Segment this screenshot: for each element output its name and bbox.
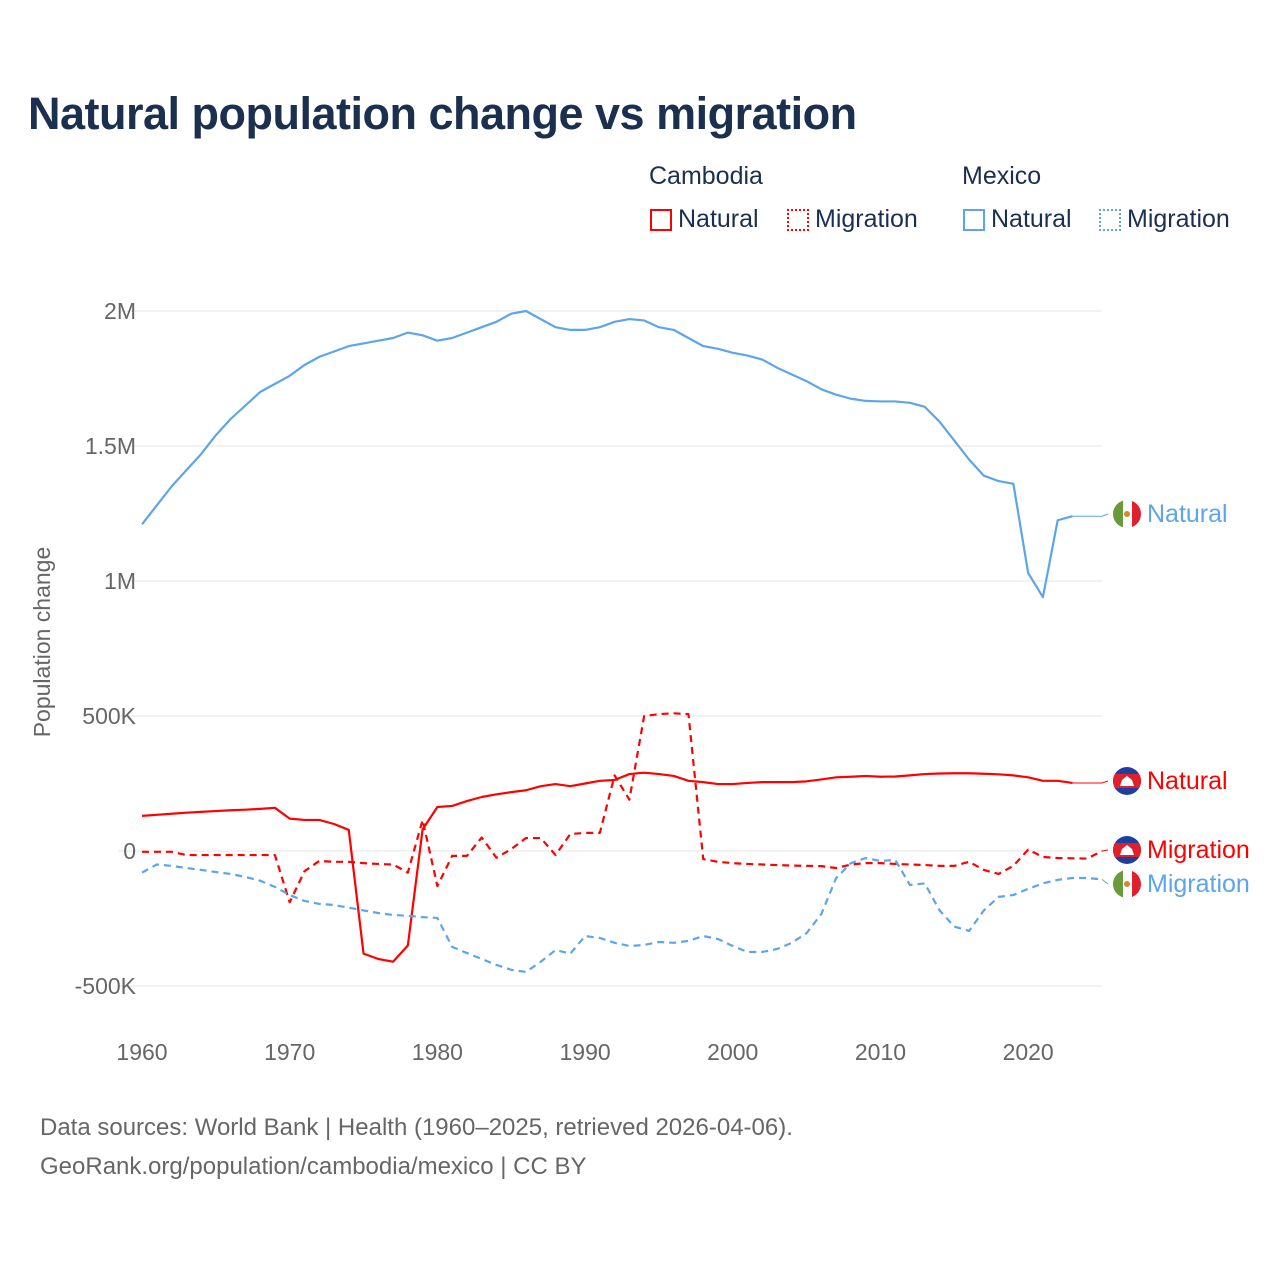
legend-cambodia-migration[interactable]: Migration [787,205,918,234]
label-connector [1101,878,1109,885]
chart-title: Natural population change vs migration [28,88,857,139]
x-tick-label: 2020 [1003,1039,1054,1065]
label-connector [1101,849,1109,852]
y-tick-label: 1.5M [85,433,136,459]
series-line-mexico-migration [141,856,1103,974]
label-connector [1072,513,1109,517]
legend-mexico-migration[interactable]: Migration [1099,205,1230,234]
x-tick-label: 2010 [855,1039,906,1065]
legend-group-cambodia: Cambodia [649,162,763,190]
y-tick-label: 2M [104,298,136,324]
label-connector [1072,780,1109,784]
end-label-mexico-natural: Natural [1147,500,1228,528]
legend-label: Migration [815,205,918,233]
series-line-cambodia-migration [142,712,1103,904]
cambodia-flag-icon [1113,767,1141,795]
legend-swatch-dotted-icon [1099,208,1121,231]
legend-label: Migration [1127,205,1230,233]
x-tick-label: 1960 [116,1039,167,1065]
legend-cambodia-natural[interactable]: Natural [650,205,759,234]
x-tick-label: 1980 [412,1039,463,1065]
y-tick-label: 500K [82,703,136,729]
x-tick-label: 2000 [707,1039,758,1065]
cambodia-flag-icon [1113,836,1141,864]
legend-group-mexico: Mexico [962,162,1042,190]
legend-label: Natural [678,205,759,233]
end-label-cambodia-natural: Natural [1147,767,1228,795]
footer-attribution: GeoRank.org/population/cambodia/mexico |… [40,1153,587,1180]
end-label-mexico-migration: Migration [1147,870,1250,898]
legend-swatch-solid-icon [650,208,672,231]
x-tick-label: 1970 [264,1039,315,1065]
x-tick-label: 1990 [559,1039,610,1065]
y-axis-label: Population change [29,547,55,738]
y-tick-label: 0 [123,838,136,864]
y-tick-label: 1M [104,568,136,594]
legend-label: Natural [991,205,1072,233]
legend-mexico-natural[interactable]: Natural [963,205,1072,234]
mexico-flag-icon [1113,500,1141,528]
legend-swatch-solid-icon [963,208,985,231]
mexico-flag-icon [1113,870,1141,898]
chart-plot: 2M 1.5M 1M 500K 0 -500K 1960 1970 1980 1990 2000 2… [29,298,1250,1065]
footer-sources: Data sources: World Bank | Health (1960–… [40,1114,793,1141]
footer: Data sources: World Bank | Health (1960–… [40,1108,793,1186]
legend-swatch-dotted-icon [787,208,809,231]
series-line-cambodia-natural [141,771,1073,963]
series-line-mexico-natural [141,309,1073,599]
y-tick-label: -500K [75,973,137,999]
end-label-cambodia-migration: Migration [1147,836,1250,864]
